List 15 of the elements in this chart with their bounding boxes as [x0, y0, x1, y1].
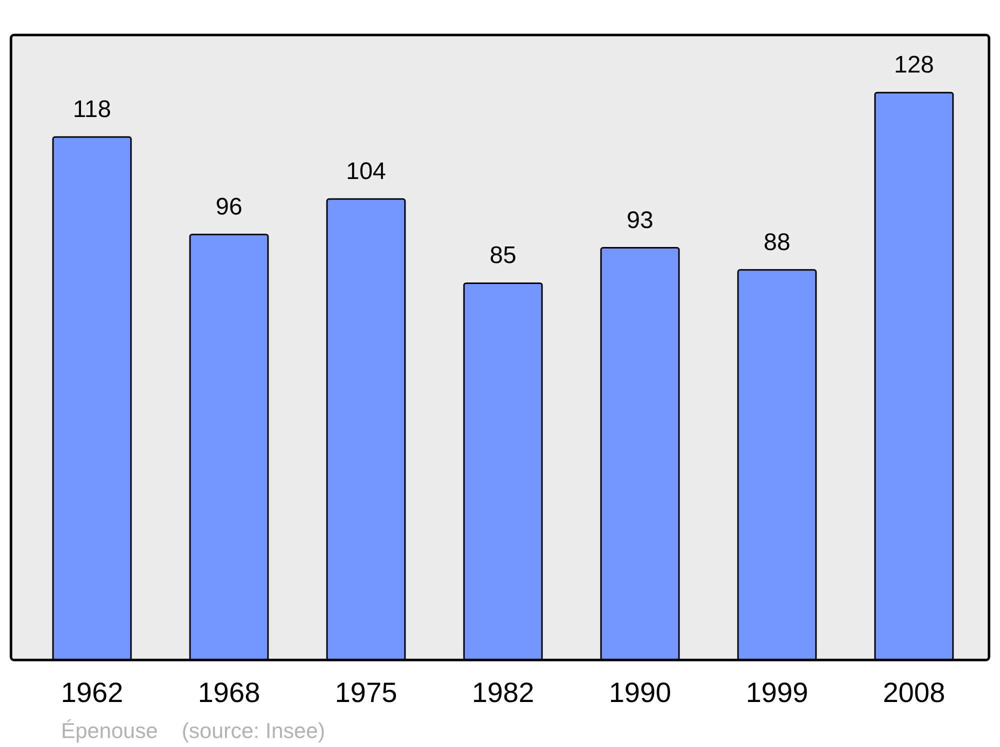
data-label: 88: [764, 228, 790, 256]
x-tick-label: 1975: [334, 676, 398, 708]
x-tick-label: 1990: [608, 676, 672, 708]
data-label: 128: [894, 52, 934, 79]
text: Épenouse (source: Insee): [61, 719, 326, 743]
data-label: 104: [346, 158, 386, 186]
x-tick-label: 2008: [882, 676, 946, 708]
x-tick-label: 1982: [472, 676, 534, 708]
data-label: 96: [216, 193, 242, 220]
data-label: 118: [72, 96, 112, 123]
x-tick-label: 1968: [198, 676, 260, 708]
x-tick-label: 1999: [746, 676, 808, 708]
data-label: 85: [490, 242, 516, 270]
x-tick-label: 1962: [60, 676, 124, 708]
data-label: 93: [626, 206, 654, 234]
